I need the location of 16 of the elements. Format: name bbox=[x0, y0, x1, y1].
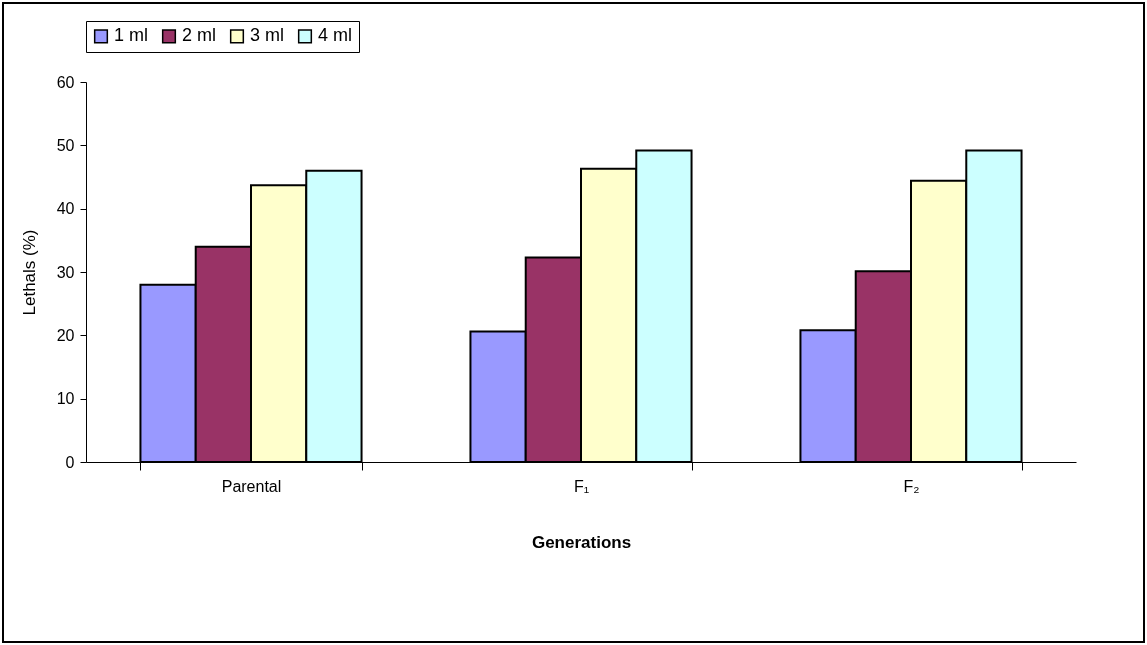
legend-label: 3 ml bbox=[250, 25, 285, 46]
y-tick-label: 40 bbox=[56, 200, 75, 218]
y-tick-label: 20 bbox=[56, 326, 75, 344]
legend-label: 1 ml bbox=[114, 25, 149, 46]
y-tick-label: 0 bbox=[65, 453, 75, 471]
y-tick-label: 10 bbox=[56, 390, 75, 408]
y-axis-title: Lethals (%) bbox=[19, 229, 39, 316]
x-axis-title: Generations bbox=[531, 532, 632, 552]
y-tick-label: 60 bbox=[56, 73, 75, 91]
x-tick-label: F₂ bbox=[903, 477, 920, 495]
x-tick-label: F₁ bbox=[573, 477, 590, 495]
legend-label: 4 ml bbox=[318, 25, 353, 46]
y-tick-label: 50 bbox=[56, 136, 75, 154]
legend-label: 2 ml bbox=[182, 25, 217, 46]
y-tick-label: 30 bbox=[56, 263, 75, 281]
x-tick-label: Parental bbox=[221, 477, 282, 495]
